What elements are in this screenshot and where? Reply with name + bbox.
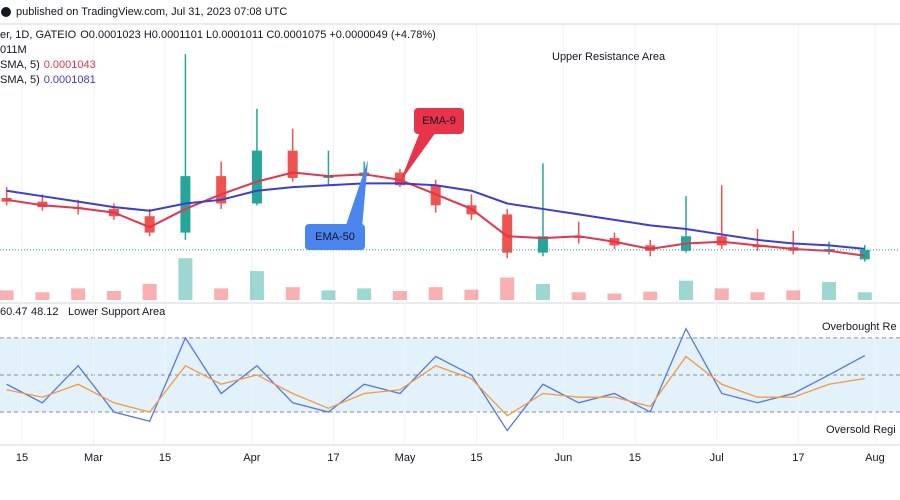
x-tick-label: 17 — [792, 452, 804, 464]
legend-entry: SMA, 5) 0.0001081 — [0, 74, 96, 86]
volume-bar — [750, 292, 765, 300]
callout — [305, 224, 365, 250]
rsi-line — [6, 355, 865, 417]
x-tick-label: 17 — [327, 452, 339, 464]
callout-text: EMA-9 — [422, 115, 456, 127]
volume-legend: 011M — [0, 44, 27, 56]
ema-line — [6, 182, 865, 250]
volume-bar — [392, 291, 407, 300]
callout-text: EMA-50 — [315, 231, 355, 243]
x-tick-label: Mar — [84, 452, 103, 464]
rsi-legend: 60.47 — [0, 306, 28, 318]
candle-body — [859, 249, 870, 260]
legend-name: SMA, 5) — [0, 74, 40, 86]
candle-body — [502, 214, 513, 253]
volume-bar — [321, 290, 336, 300]
x-tick-label: May — [395, 452, 416, 464]
volume-bar — [428, 287, 443, 300]
volume-bar — [178, 258, 193, 300]
volume-bar — [249, 271, 264, 300]
volume-bar — [535, 283, 550, 300]
published-note: published on TradingView.com, Jul 31, 20… — [16, 6, 287, 18]
callout-tail — [345, 160, 368, 228]
x-tick-label: 15 — [470, 452, 482, 464]
annotation: Oversold Regi — [826, 424, 896, 436]
volume-bar — [464, 289, 479, 300]
volume-bar — [285, 287, 300, 300]
x-tick-label: 15 — [16, 452, 28, 464]
annotation: Upper Resistance Area — [552, 51, 666, 63]
legend-value: 0.0001043 — [44, 59, 96, 71]
candle-body — [251, 150, 262, 204]
volume-bar — [714, 288, 729, 300]
volume-bar — [786, 290, 801, 300]
x-tick-label: Apr — [243, 452, 260, 464]
volume-bar — [35, 292, 50, 300]
ema-line — [6, 171, 865, 257]
symbol: er, 1D, GATEIO — [0, 29, 77, 41]
rsi-line — [6, 327, 866, 432]
legend-name: SMA, 5) — [0, 59, 40, 71]
annotation: Overbought Re — [822, 321, 897, 333]
volume-bar — [71, 288, 86, 300]
callout-tail — [400, 132, 436, 182]
x-tick-label: 15 — [629, 452, 641, 464]
volume-bar — [607, 293, 622, 300]
legend-entry: SMA, 5) 0.0001043 — [0, 59, 96, 71]
annotation: Lower Support Area — [68, 306, 166, 318]
volume-bar — [214, 288, 229, 300]
candle-body — [287, 150, 298, 178]
x-tick-label: 15 — [159, 452, 171, 464]
candle-body — [216, 176, 227, 204]
volume-bar — [857, 292, 872, 300]
volume-bar — [0, 290, 14, 300]
symbol-line: er, 1D, GATEIO O0.0001023 H0.0001101 L0.0… — [0, 29, 436, 41]
logo — [1, 7, 11, 17]
volume-bar — [571, 292, 586, 300]
volume-bar — [643, 291, 658, 300]
x-tick-label: Jul — [710, 452, 724, 464]
x-tick-label: Jun — [555, 452, 573, 464]
volume-bar — [106, 291, 121, 300]
volume-bar — [678, 280, 693, 300]
ohlc: O0.0001023 H0.0001101 L0.0001011 C0.0001… — [80, 29, 436, 41]
legend-value: 0.0001081 — [44, 74, 96, 86]
callout — [414, 108, 464, 134]
candle-body — [144, 216, 155, 233]
volume-bar — [357, 288, 372, 300]
x-tick-label: Aug — [865, 452, 885, 464]
candle-body — [537, 236, 548, 253]
volume-bar — [822, 282, 837, 300]
rsi-legend: 48.12 — [31, 306, 59, 318]
volume-bar — [142, 283, 157, 300]
volume-bar — [500, 277, 515, 300]
